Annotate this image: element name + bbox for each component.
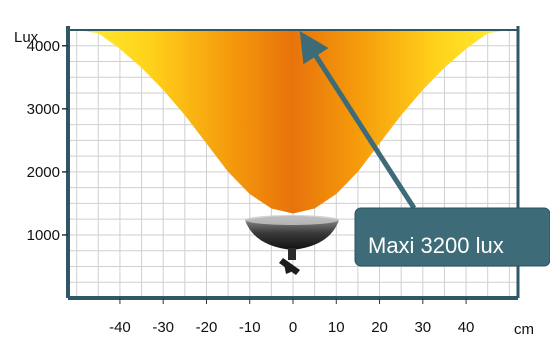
y-tick-label: 1000	[27, 227, 60, 244]
lux-area-series	[68, 30, 518, 214]
y-tick-label: 4000	[27, 38, 60, 55]
x-tick-label: -20	[196, 319, 218, 336]
y-axis-label: Lux	[14, 29, 39, 46]
y-tick-label: 2000	[27, 164, 60, 181]
x-tick-label: 40	[458, 319, 475, 336]
max-lux-annotation: Maxi 3200 lux	[299, 30, 550, 267]
x-tick-label: -30	[152, 319, 174, 336]
x-tick-label: 0	[289, 319, 297, 336]
y-tick-labels: 1000 2000 3000 4000	[27, 38, 68, 244]
x-tick-labels: -40 -30 -20 -10 0 10 20 30 40	[109, 298, 474, 336]
x-tick-label: -10	[239, 319, 261, 336]
annotation-box	[354, 207, 550, 267]
y-tick-label: 3000	[27, 101, 60, 118]
x-tick-label: -40	[109, 319, 131, 336]
annotation-text: Maxi 3200 lux	[368, 233, 504, 258]
lamp-icon	[245, 215, 339, 275]
x-axis-label: cm	[514, 321, 534, 338]
x-tick-label: 30	[414, 319, 431, 336]
annotation-arrow	[299, 30, 417, 210]
x-tick-label: 20	[371, 319, 388, 336]
x-tick-label: 10	[328, 319, 345, 336]
